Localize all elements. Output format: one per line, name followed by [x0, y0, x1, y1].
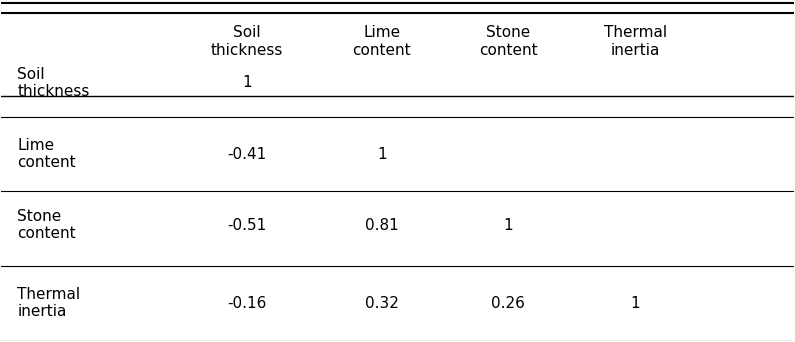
Text: Soil
thickness: Soil thickness — [17, 67, 90, 99]
Text: -0.41: -0.41 — [227, 146, 266, 161]
Text: 0.32: 0.32 — [365, 296, 398, 311]
Text: -0.51: -0.51 — [227, 218, 266, 233]
Text: Stone
content: Stone content — [479, 25, 537, 57]
Text: Stone
content: Stone content — [17, 209, 76, 241]
Text: Thermal
inertia: Thermal inertia — [17, 287, 80, 319]
Text: Lime
content: Lime content — [352, 25, 411, 57]
Text: Thermal
inertia: Thermal inertia — [603, 25, 667, 57]
Text: Lime
content: Lime content — [17, 138, 76, 170]
Text: 0.26: 0.26 — [491, 296, 525, 311]
Text: 1: 1 — [242, 75, 252, 90]
Text: Soil
thickness: Soil thickness — [211, 25, 283, 57]
Text: -0.16: -0.16 — [227, 296, 266, 311]
Text: 1: 1 — [377, 146, 386, 161]
Text: 0.81: 0.81 — [365, 218, 398, 233]
Text: 1: 1 — [503, 218, 514, 233]
Text: 1: 1 — [630, 296, 640, 311]
